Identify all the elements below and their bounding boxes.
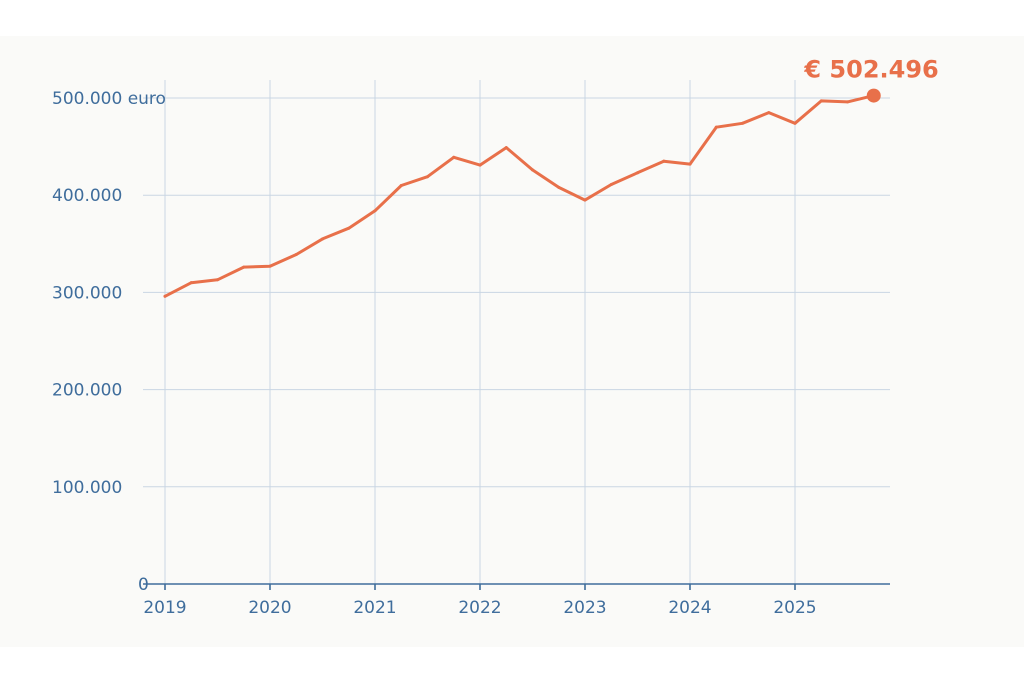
data-point <box>636 171 639 175</box>
data-point <box>268 264 272 268</box>
data-point <box>399 183 403 187</box>
data-point <box>426 175 429 179</box>
x-tick-label: 2023 <box>563 598 606 618</box>
data-point <box>609 183 613 187</box>
x-axis-tick-labels: 2019 2020 2021 2022 2023 2024 2025 <box>143 598 816 618</box>
data-point <box>294 252 298 256</box>
data-point <box>767 111 771 115</box>
data-point <box>557 185 561 189</box>
data-point <box>793 121 797 125</box>
data-point <box>189 281 193 285</box>
data-point <box>504 146 508 150</box>
y-tick-label: 100.000 <box>52 478 122 498</box>
data-point <box>321 237 324 241</box>
line-chart: 500.000 euro 400.000 300.000 200.000 100.000… <box>52 56 939 618</box>
end-annotation: € 502.496 <box>803 56 939 103</box>
y-tick-label: 200.000 <box>52 381 122 401</box>
end-point-marker <box>866 88 881 103</box>
series-line <box>163 94 876 298</box>
y-tick-label: 500.000 euro <box>52 89 166 109</box>
data-point <box>714 125 718 129</box>
y-tick-label: 400.000 <box>52 186 122 206</box>
data-point <box>242 265 246 269</box>
data-point <box>478 163 482 167</box>
x-tick-label: 2022 <box>458 598 501 618</box>
x-tick-label: 2021 <box>353 598 396 618</box>
data-point <box>583 198 587 202</box>
chart-panel: 500.000 euro 400.000 300.000 200.000 100.000… <box>0 36 1024 647</box>
data-series <box>163 94 876 298</box>
end-value-label: € 502.496 <box>803 56 938 84</box>
y-axis-tick-labels: 500.000 euro 400.000 300.000 200.000 100.000… <box>52 89 166 595</box>
data-point <box>846 100 849 104</box>
x-tick-label: 2020 <box>248 598 291 618</box>
x-tick-label: 2025 <box>773 598 816 618</box>
data-point <box>452 155 456 159</box>
data-point <box>819 99 823 103</box>
x-tick-label: 2024 <box>668 598 711 618</box>
data-point <box>216 278 219 282</box>
x-tick-label: 2019 <box>143 598 186 618</box>
data-point <box>741 121 744 125</box>
data-point <box>531 168 534 172</box>
y-tick-label: 0 <box>138 575 149 595</box>
axes <box>143 583 890 590</box>
data-point <box>163 294 167 298</box>
data-point <box>688 162 692 166</box>
data-point <box>347 226 351 230</box>
data-point <box>373 209 377 213</box>
y-tick-label: 300.000 <box>52 283 122 303</box>
data-point <box>662 159 666 163</box>
